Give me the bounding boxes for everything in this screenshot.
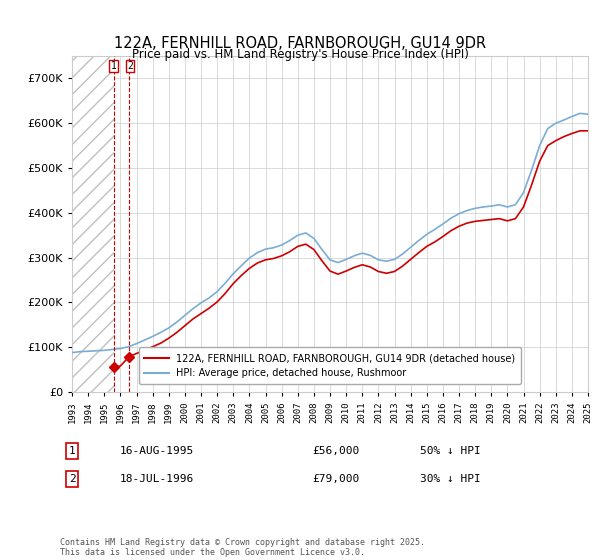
Text: 1: 1 [110, 61, 116, 71]
Legend: 122A, FERNHILL ROAD, FARNBOROUGH, GU14 9DR (detached house), HPI: Average price,: 122A, FERNHILL ROAD, FARNBOROUGH, GU14 9… [139, 347, 521, 384]
Text: 1: 1 [68, 446, 76, 456]
Text: 2: 2 [68, 474, 76, 484]
Text: £79,000: £79,000 [312, 474, 359, 484]
Text: 16-AUG-1995: 16-AUG-1995 [120, 446, 194, 456]
Text: 18-JUL-1996: 18-JUL-1996 [120, 474, 194, 484]
Text: Price paid vs. HM Land Registry's House Price Index (HPI): Price paid vs. HM Land Registry's House … [131, 48, 469, 60]
Text: 122A, FERNHILL ROAD, FARNBOROUGH, GU14 9DR: 122A, FERNHILL ROAD, FARNBOROUGH, GU14 9… [114, 36, 486, 52]
Text: Contains HM Land Registry data © Crown copyright and database right 2025.
This d: Contains HM Land Registry data © Crown c… [60, 538, 425, 557]
Text: 50% ↓ HPI: 50% ↓ HPI [420, 446, 481, 456]
Text: 2: 2 [127, 61, 133, 71]
Text: £56,000: £56,000 [312, 446, 359, 456]
Text: 30% ↓ HPI: 30% ↓ HPI [420, 474, 481, 484]
